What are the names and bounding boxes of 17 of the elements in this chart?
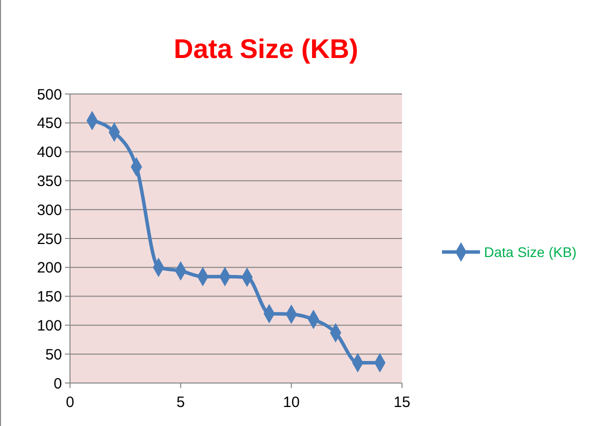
- y-tick-label: 350: [36, 172, 62, 190]
- x-tick-label: 15: [394, 394, 410, 411]
- chart-title: Data Size (KB): [174, 34, 358, 64]
- y-tick-label: 500: [36, 86, 62, 104]
- x-tick-label: 5: [176, 394, 185, 411]
- legend-label: Data Size (KB): [484, 244, 577, 260]
- y-tick-label: 0: [54, 375, 62, 392]
- y-tick-label: 200: [36, 260, 62, 277]
- y-tick-label: 400: [36, 144, 62, 162]
- y-tick-label: 100: [36, 317, 62, 334]
- x-tick-label: 10: [282, 394, 300, 411]
- y-tick-label: 50: [45, 346, 62, 364]
- y-tick-label: 300: [36, 202, 62, 219]
- x-tick-label: 0: [66, 394, 74, 411]
- y-tick-label: 450: [36, 115, 62, 132]
- y-tick-label: 150: [36, 288, 62, 306]
- y-tick-label: 250: [36, 230, 62, 248]
